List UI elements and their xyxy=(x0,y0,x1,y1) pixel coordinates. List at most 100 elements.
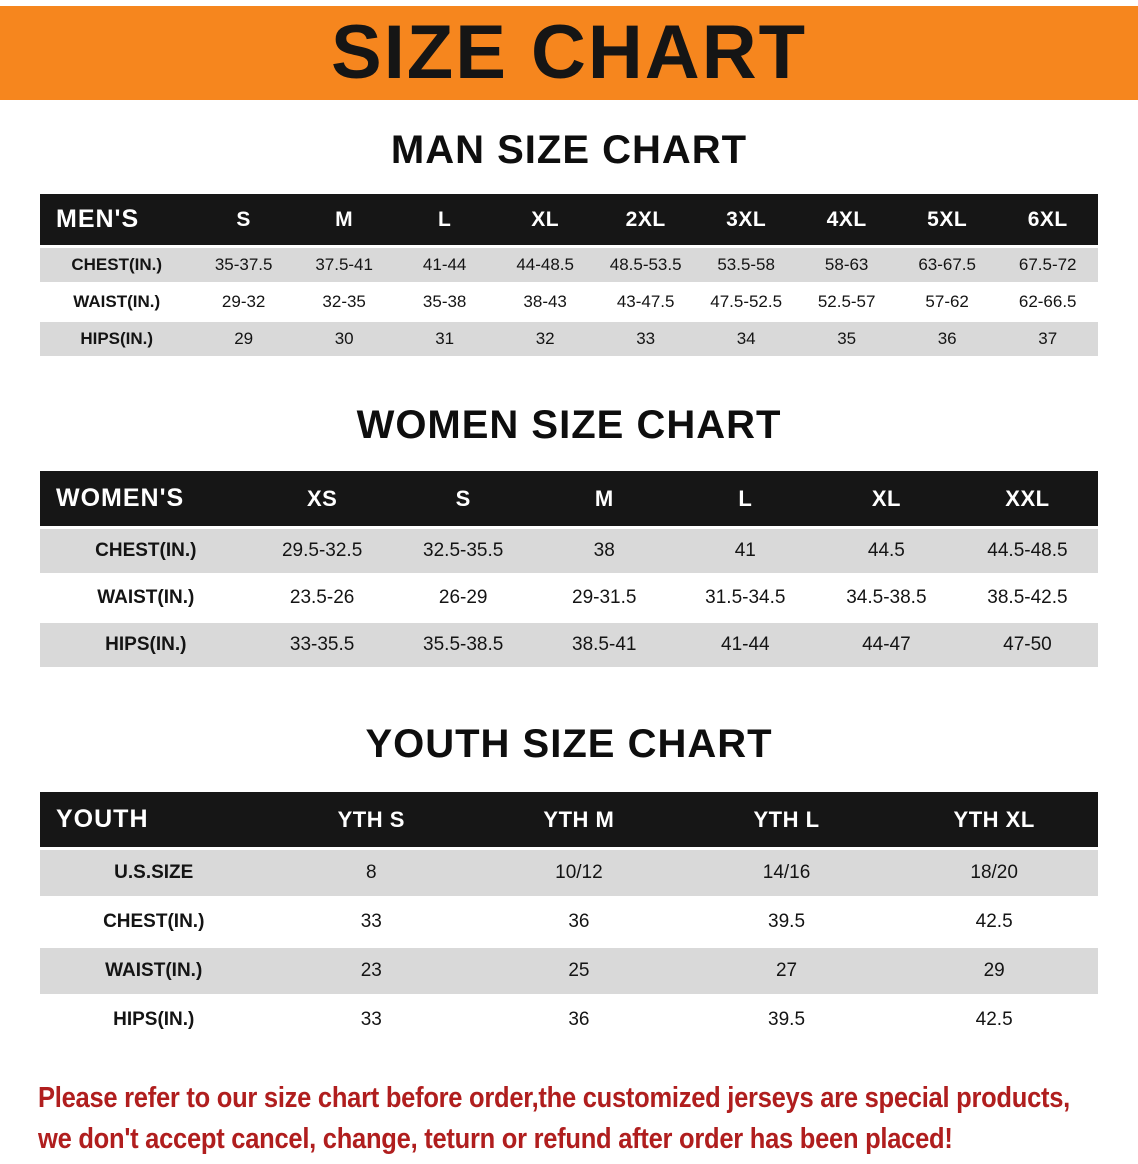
size-value: 29 xyxy=(890,948,1098,994)
row-label: WAIST(IN.) xyxy=(40,285,194,319)
size-column-header: 2XL xyxy=(595,194,696,245)
size-value: 44-47 xyxy=(815,623,957,667)
size-table: YOUTH YTH S YTH M YTH L YTH XL U.S.SIZE 8 10/12… xyxy=(40,789,1098,1046)
size-column-header: XS xyxy=(251,471,393,526)
size-value: 35-37.5 xyxy=(193,248,294,282)
size-column-header: YTH XL xyxy=(890,792,1098,847)
size-value: 10/12 xyxy=(475,850,683,896)
size-value: 33 xyxy=(267,899,476,945)
size-value: 29-31.5 xyxy=(533,576,675,620)
row-label: U.S.SIZE xyxy=(40,850,268,896)
table-category-header: YOUTH xyxy=(40,792,268,847)
disclaimer-line-1: Please refer to our size chart before or… xyxy=(38,1082,1071,1114)
size-value: 44-48.5 xyxy=(494,248,596,282)
size-value: 57-62 xyxy=(896,285,998,319)
table-row: HIPS(IN.) 33 36 39.5 42.5 xyxy=(40,997,1098,1043)
size-column-header: S xyxy=(193,194,294,245)
size-column-header: 6XL xyxy=(997,194,1098,245)
size-value: 34.5-38.5 xyxy=(815,576,957,620)
size-value: 33 xyxy=(595,322,696,356)
size-column-header: L xyxy=(674,471,816,526)
size-column-header: YTH M xyxy=(475,792,683,847)
size-value: 62-66.5 xyxy=(997,285,1098,319)
table-row: WAIST(IN.) 23 25 27 29 xyxy=(40,948,1098,994)
size-column-header: YTH S xyxy=(267,792,476,847)
size-value: 41 xyxy=(674,529,816,573)
table-row: WAIST(IN.) 23.5-26 26-29 29-31.5 31.5-34.5 34… xyxy=(40,576,1098,620)
size-value: 58-63 xyxy=(796,248,897,282)
size-value: 36 xyxy=(896,322,998,356)
size-value: 8 xyxy=(267,850,476,896)
size-value: 38.5-42.5 xyxy=(956,576,1098,620)
size-value: 32.5-35.5 xyxy=(392,529,534,573)
size-value: 37.5-41 xyxy=(293,248,395,282)
table-row: CHEST(IN.) 35-37.5 37.5-41 41-44 44-48.5 48.5… xyxy=(40,248,1098,282)
size-value: 18/20 xyxy=(890,850,1098,896)
size-value: 29-32 xyxy=(193,285,294,319)
size-value: 35.5-38.5 xyxy=(392,623,534,667)
size-value: 25 xyxy=(475,948,683,994)
size-column-header: S xyxy=(392,471,534,526)
size-value: 31.5-34.5 xyxy=(674,576,816,620)
size-value: 29.5-32.5 xyxy=(251,529,393,573)
size-value: 39.5 xyxy=(682,997,891,1043)
size-column-header: L xyxy=(394,194,495,245)
page-title: SIZE CHART xyxy=(331,10,807,95)
row-label: HIPS(IN.) xyxy=(40,322,194,356)
table-row: HIPS(IN.) 29 30 31 32 33 34 35 36 37 xyxy=(40,322,1098,356)
size-value: 52.5-57 xyxy=(796,285,897,319)
size-value: 39.5 xyxy=(682,899,891,945)
youth-section-heading: YOUTH SIZE CHART xyxy=(365,722,773,766)
size-value: 26-29 xyxy=(392,576,534,620)
size-table: MEN'S S M L XL 2XL 3XL 4XL 5XL 6XL CHEST(IN.) 35-37… xyxy=(40,191,1098,359)
size-value: 33-35.5 xyxy=(251,623,393,667)
size-value: 36 xyxy=(475,899,683,945)
size-value: 38.5-41 xyxy=(533,623,675,667)
table-category-header: WOMEN'S xyxy=(40,471,252,526)
size-value: 47.5-52.5 xyxy=(695,285,797,319)
men-size-table: MEN'S S M L XL 2XL 3XL 4XL 5XL 6XL CHEST(IN.) 35-37… xyxy=(40,191,1098,359)
size-column-header: M xyxy=(533,471,675,526)
size-column-header: 5XL xyxy=(896,194,998,245)
size-value: 41-44 xyxy=(394,248,495,282)
size-value: 27 xyxy=(682,948,891,994)
table-row: CHEST(IN.) 33 36 39.5 42.5 xyxy=(40,899,1098,945)
size-value: 31 xyxy=(394,322,495,356)
size-value: 23 xyxy=(267,948,476,994)
disclaimer: Please refer to our size chart before or… xyxy=(38,1082,1100,1156)
row-label: WAIST(IN.) xyxy=(40,948,268,994)
size-value: 33 xyxy=(267,997,476,1043)
size-value: 38-43 xyxy=(494,285,596,319)
size-value: 35 xyxy=(796,322,897,356)
size-value: 63-67.5 xyxy=(896,248,998,282)
row-label: CHEST(IN.) xyxy=(40,529,252,573)
size-value: 30 xyxy=(293,322,395,356)
size-value: 42.5 xyxy=(890,899,1098,945)
size-column-header: 3XL xyxy=(695,194,797,245)
size-column-header: YTH L xyxy=(682,792,891,847)
size-column-header: XL xyxy=(494,194,596,245)
table-header-row: WOMEN'S XS S M L XL XXL xyxy=(40,471,1098,526)
size-value: 32 xyxy=(494,322,596,356)
size-value: 38 xyxy=(533,529,675,573)
size-value: 48.5-53.5 xyxy=(595,248,696,282)
table-header-row: YOUTH YTH S YTH M YTH L YTH XL xyxy=(40,792,1098,847)
men-size-section: MAN SIZE CHART MEN'S S M L XL 2XL 3XL 4XL 5XL 6XL… xyxy=(0,128,1138,359)
row-label: HIPS(IN.) xyxy=(40,997,268,1043)
size-value: 34 xyxy=(695,322,797,356)
size-value: 14/16 xyxy=(682,850,891,896)
row-label: CHEST(IN.) xyxy=(40,248,194,282)
table-row: WAIST(IN.) 29-32 32-35 35-38 38-43 43-47.5 47.… xyxy=(40,285,1098,319)
youth-size-section: YOUTH SIZE CHART YOUTH YTH S YTH M YTH L YTH… xyxy=(0,722,1138,1046)
size-column-header: M xyxy=(293,194,395,245)
size-value: 44.5-48.5 xyxy=(956,529,1098,573)
table-row: CHEST(IN.) 29.5-32.5 32.5-35.5 38 41 44.5 44.5… xyxy=(40,529,1098,573)
size-value: 43-47.5 xyxy=(595,285,696,319)
size-value: 53.5-58 xyxy=(695,248,797,282)
row-label: WAIST(IN.) xyxy=(40,576,252,620)
table-header-row: MEN'S S M L XL 2XL 3XL 4XL 5XL 6XL xyxy=(40,194,1098,245)
table-category-header: MEN'S xyxy=(40,194,194,245)
banner: SIZE CHART xyxy=(0,6,1138,100)
size-value: 44.5 xyxy=(815,529,957,573)
